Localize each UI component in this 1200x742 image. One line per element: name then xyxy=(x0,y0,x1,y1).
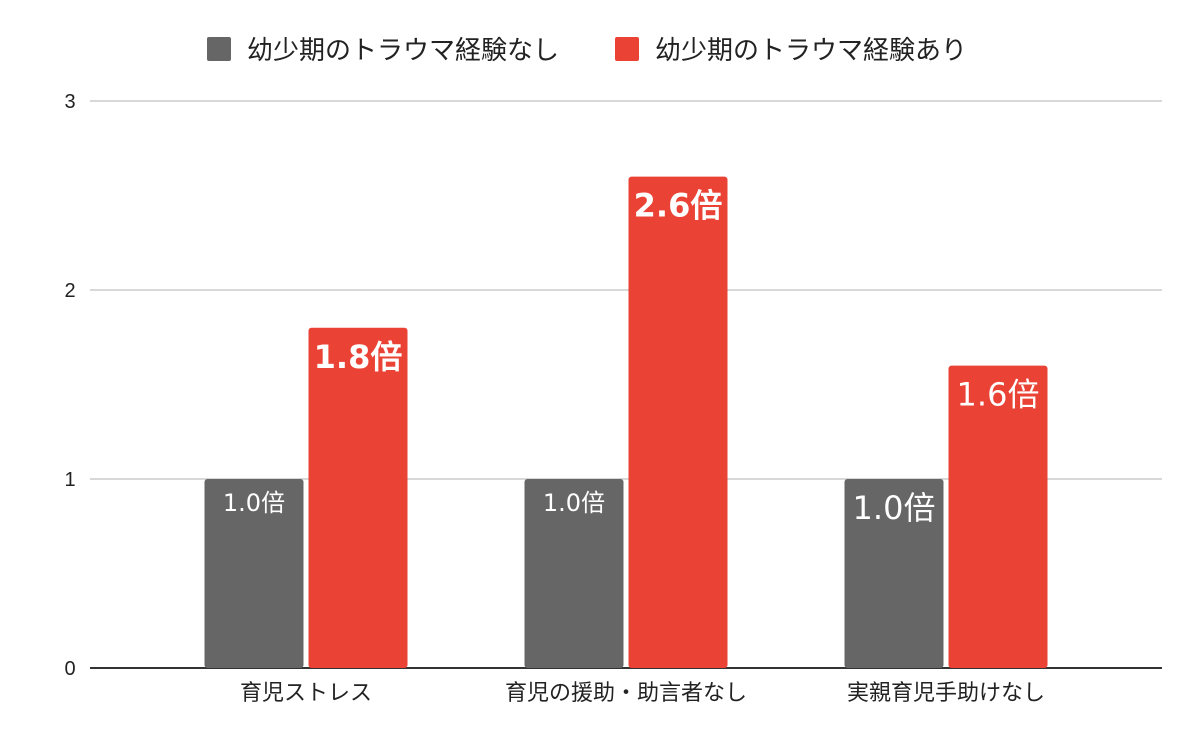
x-category-label: 実親育児手助けなし xyxy=(847,681,1045,706)
x-category-label: 育児ストレス xyxy=(240,681,372,706)
bar-trauma xyxy=(308,327,408,668)
data-label: 1.6倍 xyxy=(957,376,1040,414)
bar-no-trauma xyxy=(524,479,624,668)
x-category-label: 育児の援助・助言者なし xyxy=(505,681,747,706)
y-tick-label: 0 xyxy=(64,658,75,680)
data-label: 1.0倍 xyxy=(853,489,936,527)
data-label: 1.0倍 xyxy=(223,489,285,517)
y-tick-label: 1 xyxy=(64,469,75,491)
legend-label-trauma: 幼少期のトラウマ経験あり xyxy=(655,36,967,66)
bar-trauma xyxy=(628,176,728,668)
legend-swatch-trauma xyxy=(615,37,639,61)
bar-no-trauma xyxy=(204,479,304,668)
data-label: 1.0倍 xyxy=(543,489,605,517)
bars: 1.0倍 1.8倍 1.0倍 2.6倍 1.0倍 1.6倍 xyxy=(204,176,1048,668)
data-label: 1.8倍 xyxy=(314,338,403,376)
legend-swatch-no-trauma xyxy=(207,37,231,61)
y-axis-ticks: 0 1 2 3 xyxy=(64,91,75,680)
data-label: 2.6倍 xyxy=(634,187,723,225)
y-tick-label: 3 xyxy=(64,91,75,113)
y-tick-label: 2 xyxy=(64,280,75,302)
bar-no-trauma xyxy=(844,479,944,668)
legend-label-no-trauma: 幼少期のトラウマ経験なし xyxy=(247,36,559,66)
legend: 幼少期のトラウマ経験なし 幼少期のトラウマ経験あり xyxy=(207,36,967,66)
x-axis-labels: 育児ストレス 育児の援助・助言者なし 実親育児手助けなし xyxy=(240,681,1045,706)
bar-trauma xyxy=(948,365,1048,668)
